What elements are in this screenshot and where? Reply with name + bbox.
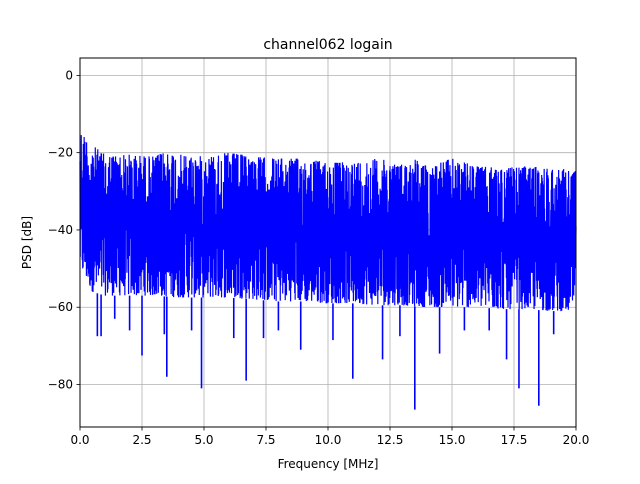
data-series xyxy=(79,135,577,410)
y-tick-label: −80 xyxy=(48,377,73,391)
psd-trace xyxy=(79,135,577,312)
x-axis-label: Frequency [MHz] xyxy=(278,457,379,471)
x-tick-label: 12.5 xyxy=(377,433,404,447)
y-tick-label: 0 xyxy=(65,68,73,82)
y-tick-label: −40 xyxy=(48,223,73,237)
chart-title: channel062 logain xyxy=(263,37,392,53)
x-tick-label: 20.0 xyxy=(563,433,590,447)
x-tick-label: 7.5 xyxy=(256,433,275,447)
x-tick-label: 15.0 xyxy=(439,433,466,447)
y-tick-label: −60 xyxy=(48,300,73,314)
y-axis-label: PSD [dB] xyxy=(20,216,34,269)
y-axis-ticks: 0 −20 −40 −60 −80 xyxy=(48,68,80,391)
x-axis-ticks: 0.0 2.5 5.0 7.5 10.0 12.5 15.0 17.5 20.0 xyxy=(70,427,589,447)
y-tick-label: −20 xyxy=(48,146,73,160)
x-tick-label: 17.5 xyxy=(501,433,528,447)
x-tick-label: 10.0 xyxy=(315,433,342,447)
x-tick-label: 5.0 xyxy=(194,433,213,447)
x-tick-label: 2.5 xyxy=(132,433,151,447)
x-tick-label: 0.0 xyxy=(70,433,89,447)
